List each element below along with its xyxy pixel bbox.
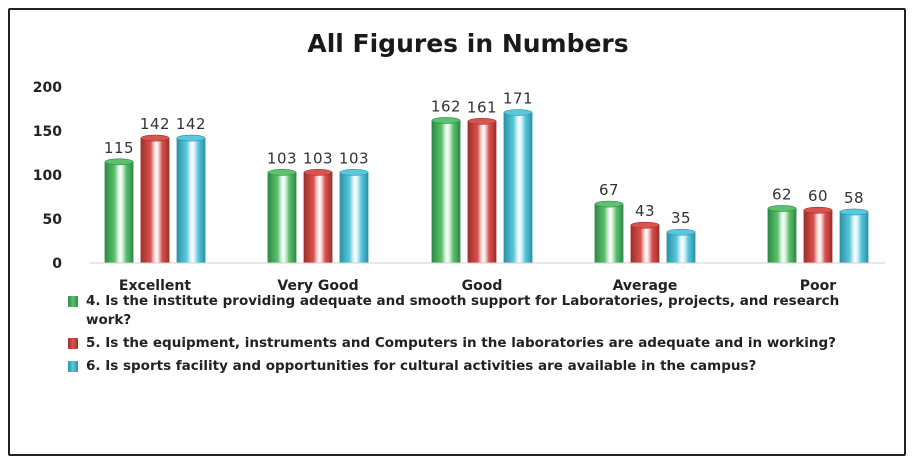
bar-cap (630, 221, 660, 229)
bar-average-series-2 (630, 224, 660, 264)
bar-poor-series-3 (839, 211, 869, 264)
bar-cap (767, 205, 797, 212)
data-label: 103 (303, 149, 333, 167)
x-category-label: Average (613, 278, 678, 294)
bar-cap (503, 109, 533, 116)
data-label: 162 (431, 97, 461, 115)
y-axis: 0 50 100 150 200 (33, 80, 62, 272)
legend-swatch-series-2 (68, 338, 78, 349)
legend-label-series-1: 4. Is the institute providing adequate a… (86, 293, 840, 328)
bar-average-series-1 (594, 203, 624, 264)
data-label: 142 (176, 115, 206, 133)
bar-good-series-1 (431, 120, 461, 264)
bar-cap (666, 228, 696, 236)
data-label: 161 (467, 98, 497, 116)
data-label: 142 (140, 115, 170, 133)
x-category-label: Very Good (277, 278, 358, 294)
bar-cap (594, 200, 624, 208)
bar-cap (267, 169, 297, 176)
bar-good-series-3 (503, 112, 533, 264)
y-tick-label: 0 (52, 256, 62, 272)
bar-very-good-series-1 (267, 171, 297, 264)
y-tick-label: 200 (33, 80, 62, 96)
x-category-label: Good (462, 278, 503, 294)
data-label: 67 (599, 181, 619, 199)
bar-cap (839, 208, 869, 216)
bar-cap (176, 134, 206, 142)
x-axis: Excellent Very Good Good Average Poor (90, 262, 885, 294)
bar-average-series-3 (666, 231, 696, 264)
data-label: 103 (339, 149, 369, 167)
y-tick-label: 150 (33, 124, 62, 140)
y-tick-label: 100 (33, 168, 62, 184)
data-labels-group: 115 142 142 103 103 103 162 161 171 67 43 35 62 60 58 (104, 90, 864, 228)
legend-item-series-1: 4. Is the institute providing adequate a… (68, 292, 888, 330)
bar-good-series-2 (467, 120, 497, 264)
bar-excellent-series-3 (176, 137, 206, 264)
bar-cap (339, 169, 369, 176)
bar-poor-series-1 (767, 208, 797, 264)
data-label: 171 (503, 90, 533, 108)
legend-item-series-2: 5. Is the equipment, instruments and Com… (68, 334, 888, 353)
x-category-label: Excellent (119, 278, 191, 294)
legend-swatch-series-1 (68, 296, 78, 307)
data-label: 60 (808, 187, 828, 205)
chart-title: All Figures in Numbers (307, 29, 628, 58)
bar-very-good-series-3 (339, 171, 369, 264)
bar-cap (431, 117, 461, 124)
legend-label-series-3: 6. Is sports facility and opportunities … (86, 358, 757, 374)
bar-cap (467, 118, 497, 125)
legend-label-series-2: 5. Is the equipment, instruments and Com… (86, 335, 836, 351)
bar-cap (303, 169, 333, 176)
legend: 4. Is the institute providing adequate a… (68, 292, 888, 380)
bars-group (104, 109, 869, 264)
data-label: 103 (267, 149, 297, 167)
bar-very-good-series-2 (303, 171, 333, 264)
data-label: 62 (772, 185, 792, 203)
bar-cap (104, 158, 134, 166)
bar-excellent-series-1 (104, 161, 134, 264)
bar-poor-series-2 (803, 209, 833, 264)
y-tick-label: 50 (43, 212, 63, 228)
data-label: 58 (844, 189, 864, 207)
bar-excellent-series-2 (140, 137, 170, 264)
legend-swatch-series-3 (68, 361, 78, 372)
bar-cap (803, 206, 833, 214)
x-category-label: Poor (800, 278, 836, 294)
data-label: 35 (671, 209, 691, 227)
data-label: 115 (104, 139, 134, 157)
legend-item-series-3: 6. Is sports facility and opportunities … (68, 357, 888, 376)
bar-cap (140, 134, 170, 142)
data-label: 43 (635, 202, 655, 220)
